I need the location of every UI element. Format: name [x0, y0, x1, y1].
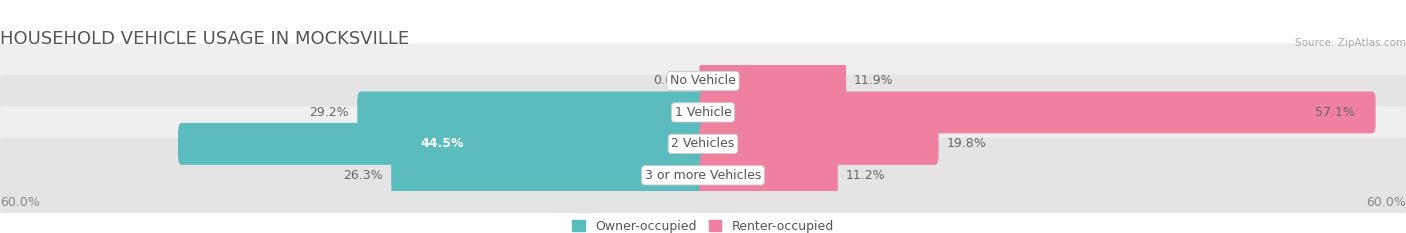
Text: 26.3%: 26.3%: [343, 169, 382, 182]
Text: 44.5%: 44.5%: [420, 137, 464, 150]
Text: No Vehicle: No Vehicle: [671, 75, 735, 87]
FancyBboxPatch shape: [0, 75, 1406, 150]
Text: Source: ZipAtlas.com: Source: ZipAtlas.com: [1295, 38, 1406, 48]
Text: 11.9%: 11.9%: [855, 75, 894, 87]
Text: 60.0%: 60.0%: [1367, 196, 1406, 209]
Legend: Owner-occupied, Renter-occupied: Owner-occupied, Renter-occupied: [568, 215, 838, 233]
Text: 60.0%: 60.0%: [0, 196, 39, 209]
FancyBboxPatch shape: [699, 60, 846, 102]
FancyBboxPatch shape: [0, 43, 1406, 119]
Text: 0.0%: 0.0%: [654, 75, 686, 87]
Text: HOUSEHOLD VEHICLE USAGE IN MOCKSVILLE: HOUSEHOLD VEHICLE USAGE IN MOCKSVILLE: [0, 30, 409, 48]
FancyBboxPatch shape: [391, 154, 707, 196]
FancyBboxPatch shape: [0, 137, 1406, 213]
Text: 57.1%: 57.1%: [1315, 106, 1354, 119]
FancyBboxPatch shape: [179, 123, 707, 165]
Text: 19.8%: 19.8%: [946, 137, 987, 150]
FancyBboxPatch shape: [699, 154, 838, 196]
Text: 1 Vehicle: 1 Vehicle: [675, 106, 731, 119]
Text: 3 or more Vehicles: 3 or more Vehicles: [645, 169, 761, 182]
Text: 29.2%: 29.2%: [309, 106, 349, 119]
Text: 2 Vehicles: 2 Vehicles: [672, 137, 734, 150]
Text: 11.2%: 11.2%: [846, 169, 886, 182]
FancyBboxPatch shape: [699, 123, 939, 165]
FancyBboxPatch shape: [0, 106, 1406, 182]
FancyBboxPatch shape: [699, 92, 1375, 133]
FancyBboxPatch shape: [357, 92, 707, 133]
